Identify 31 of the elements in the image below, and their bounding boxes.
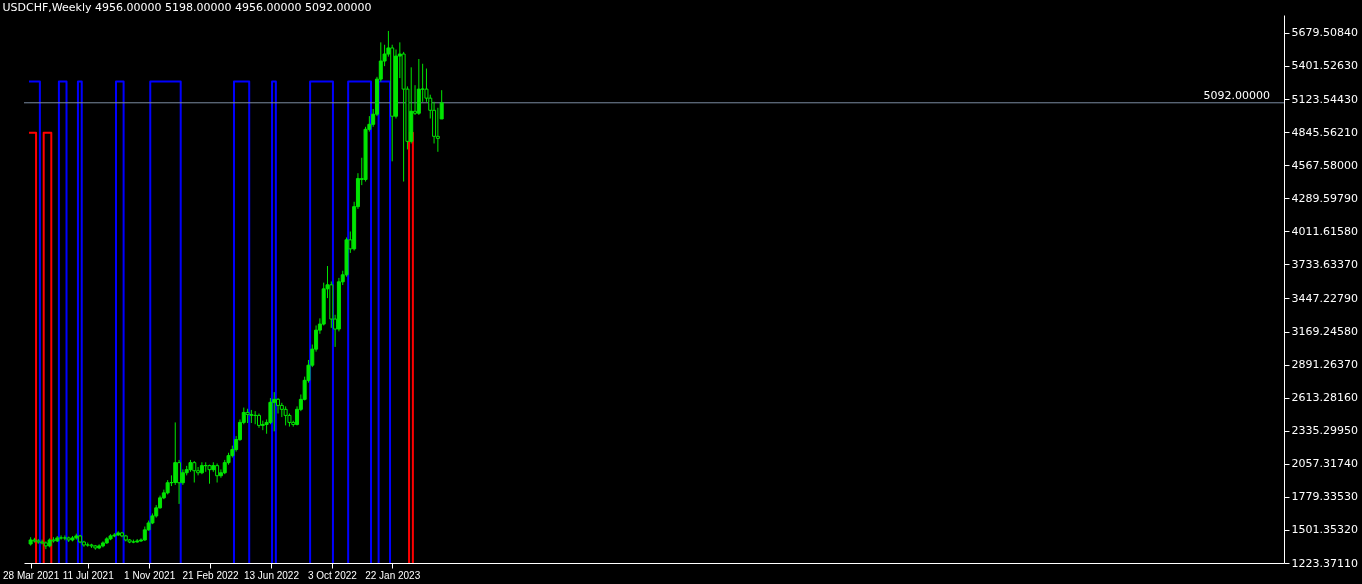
- y-tick-label: 2891.26370: [1291, 358, 1358, 372]
- y-tick-label: 4845.56210: [1291, 125, 1358, 139]
- y-tick-label: 4011.61580: [1291, 224, 1358, 238]
- candlestick: [215, 462, 220, 484]
- y-tick-label: 4289.59790: [1291, 191, 1358, 205]
- x-tick-label: 21 Feb 2022: [182, 569, 240, 581]
- y-tick-label: 4567.58000: [1291, 158, 1358, 172]
- x-tick-label: 3 Oct 2022: [307, 569, 358, 581]
- x-tick-label: 22 Jan 2023: [365, 569, 421, 581]
- candlestick: [272, 391, 277, 432]
- y-tick-label: 2057.31740: [1291, 457, 1358, 471]
- y-tick-label: 5679.50840: [1291, 26, 1358, 40]
- y-tick-label: 2335.29950: [1291, 424, 1358, 438]
- x-tick-label: 11 Jul 2021: [62, 569, 115, 581]
- candlestick: [59, 534, 64, 541]
- y-tick-label: 1779.33530: [1291, 490, 1358, 504]
- chart-title: USDCHF,Weekly 4956.00000 5198.00000 4956.00000 5092.00000: [2, 1, 372, 14]
- candlestick: [173, 421, 178, 486]
- candlestick: [62, 534, 67, 541]
- y-tick-label: 5123.54430: [1291, 92, 1358, 106]
- y-tick-label: 1223.37110: [1291, 556, 1358, 570]
- x-tick-label: 28 Mar 2021: [3, 569, 60, 581]
- y-tick-label: 3169.24580: [1291, 325, 1358, 339]
- x-tick-label: 1 Nov 2021: [124, 569, 176, 581]
- y-tick-label: 5401.52630: [1291, 59, 1358, 73]
- y-tick-label: 2613.28160: [1291, 391, 1358, 405]
- x-tick-label: 13 Jun 2022: [243, 569, 300, 581]
- y-tick-label: 3447.22790: [1291, 291, 1358, 305]
- y-tick-label: 3733.63370: [1291, 257, 1358, 271]
- y-tick-label: 1501.35320: [1291, 523, 1358, 537]
- ref-line-label: 5092.00000: [1203, 88, 1270, 102]
